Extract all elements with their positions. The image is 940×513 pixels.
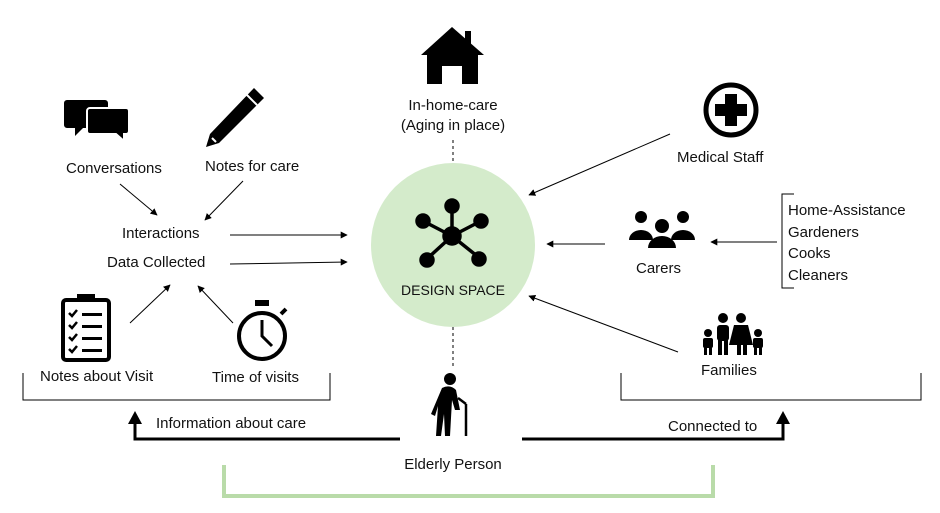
carer-type-item: Cleaners xyxy=(788,266,849,284)
arrow-notes-interactions xyxy=(204,180,244,221)
medical-staff-label: Medical Staff xyxy=(677,149,764,166)
elderly-person-cane-icon xyxy=(431,373,468,436)
house-icon xyxy=(421,27,484,84)
carer-types-bracket xyxy=(781,193,794,289)
carer-type-item: Cooks xyxy=(788,245,831,262)
notes-about-visit-label: Notes about Visit xyxy=(40,368,154,385)
elderly-person-label: Elderly Person xyxy=(404,456,502,473)
arrow-visit-data xyxy=(129,284,171,324)
conversations-label: Conversations xyxy=(66,160,162,177)
carer-types-list: Home-Assistance Gardeners Cooks Cleaners xyxy=(788,200,906,286)
right-group-bracket xyxy=(620,373,922,401)
connected-to-label: Connected to xyxy=(668,418,758,435)
design-space-label: DESIGN SPACE xyxy=(401,282,505,298)
arrow-conversations-interactions xyxy=(119,183,158,216)
arrow-medical-design xyxy=(528,133,671,196)
data-collected-label: Data Collected xyxy=(107,254,206,271)
family-icon xyxy=(703,313,763,355)
carers-label: Carers xyxy=(636,260,682,277)
time-of-visits-label: Time of visits xyxy=(212,369,299,386)
families-label: Families xyxy=(701,362,757,379)
group-icon xyxy=(629,211,695,248)
carer-type-item: Gardeners xyxy=(788,223,859,241)
checklist-icon xyxy=(61,294,111,362)
interactions-label: Interactions xyxy=(122,225,200,242)
pencil-icon xyxy=(206,88,264,147)
arrow-families-design xyxy=(528,294,679,353)
medical-cross-icon xyxy=(703,82,759,138)
information-about-care-label: Information about care xyxy=(156,415,307,432)
arrow-time-data xyxy=(197,285,234,324)
arrow-data-design xyxy=(229,258,348,266)
carer-type-item: Home-Assistance xyxy=(788,202,906,219)
stopwatch-icon xyxy=(237,300,288,361)
green-bottom-bracket xyxy=(222,465,715,498)
notes-for-care-label: Notes for care xyxy=(205,158,300,175)
arrowhead-info-about-care xyxy=(128,411,142,424)
arrowhead-connected-to xyxy=(776,411,790,424)
left-group-bracket xyxy=(22,373,331,401)
in-home-care-label: In-home-care (Aging in place) xyxy=(400,97,506,134)
hub-network-icon xyxy=(415,198,489,268)
arrow-info-about-care xyxy=(133,421,400,441)
speech-bubbles-icon xyxy=(64,100,130,144)
arrow-connected-to xyxy=(522,421,785,441)
